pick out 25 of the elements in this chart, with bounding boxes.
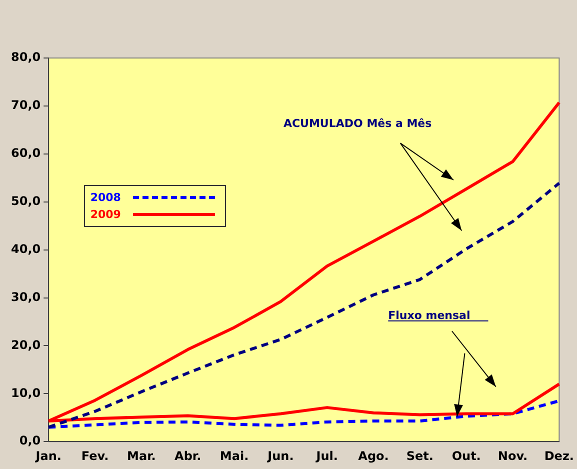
x-tick-label: Abr. [174,448,202,463]
x-tick-label: Jan. [34,448,62,463]
x-tick-label: Mar. [127,448,156,463]
text: 2009 [90,208,122,221]
x-tick-label: Jul. [315,448,338,463]
y-tick-label: 40,0 [11,242,41,256]
annotation: ACUMULADO Mês a Mês [283,117,432,130]
x-tick-label: Dez. [544,448,574,463]
y-tick-label: 50,0 [11,194,41,208]
x-tick-label: Ago. [358,448,389,463]
x-tick-label: Out. [452,448,481,463]
x-tick-label: Mai. [220,448,249,463]
y-tick-label: 30,0 [11,290,41,304]
x-tick-label: Set. [406,448,434,463]
y-tick-label: 20,0 [11,338,41,352]
y-tick-label: 0,0 [19,434,41,448]
x-tick-label: Nov. [498,448,528,463]
y-tick-label: 70,0 [11,98,41,112]
y-tick-label: 80,0 [11,50,41,64]
text: 2008 [90,190,122,204]
x-tick-label: Fev. [81,448,109,463]
annotation: Fluxo mensal [388,308,470,322]
y-tick-label: 10,0 [11,386,41,400]
y-tick-label: 60,0 [11,146,41,160]
x-tick-label: Jun. [266,448,294,463]
